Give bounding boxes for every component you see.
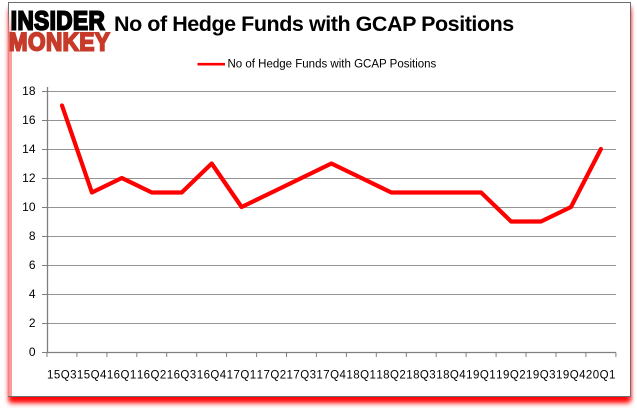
svg-text:0: 0 bbox=[29, 345, 36, 359]
svg-text:15Q4: 15Q4 bbox=[77, 370, 107, 382]
svg-text:16: 16 bbox=[22, 113, 36, 127]
svg-text:MONKEY: MONKEY bbox=[9, 28, 110, 57]
svg-text:15Q3: 15Q3 bbox=[47, 370, 77, 382]
svg-text:No of Hedge Funds with GCAP Po: No of Hedge Funds with GCAP Positions bbox=[114, 12, 514, 36]
svg-text:17Q3: 17Q3 bbox=[287, 370, 317, 382]
svg-text:20Q1: 20Q1 bbox=[586, 370, 616, 382]
svg-text:17Q1: 17Q1 bbox=[227, 370, 257, 382]
svg-text:6: 6 bbox=[29, 258, 36, 272]
svg-text:19Q1: 19Q1 bbox=[466, 370, 496, 382]
svg-text:18Q4: 18Q4 bbox=[436, 370, 466, 382]
svg-text:12: 12 bbox=[22, 171, 36, 185]
svg-text:17Q4: 17Q4 bbox=[316, 370, 346, 382]
svg-text:19Q3: 19Q3 bbox=[526, 370, 556, 382]
svg-text:No of Hedge Funds with GCAP Po: No of Hedge Funds with GCAP Positions bbox=[228, 59, 437, 71]
svg-text:8: 8 bbox=[29, 229, 36, 243]
svg-text:16Q2: 16Q2 bbox=[137, 370, 167, 382]
svg-text:17Q2: 17Q2 bbox=[257, 370, 287, 382]
svg-text:16Q3: 16Q3 bbox=[167, 370, 197, 382]
svg-text:18: 18 bbox=[22, 84, 36, 98]
svg-text:18Q2: 18Q2 bbox=[376, 370, 406, 382]
svg-text:18Q3: 18Q3 bbox=[406, 370, 436, 382]
svg-text:10: 10 bbox=[22, 200, 36, 214]
svg-text:16Q4: 16Q4 bbox=[197, 370, 227, 382]
svg-text:4: 4 bbox=[29, 287, 36, 301]
svg-text:18Q1: 18Q1 bbox=[346, 370, 376, 382]
svg-text:14: 14 bbox=[22, 142, 36, 156]
svg-text:19Q2: 19Q2 bbox=[496, 370, 526, 382]
svg-text:16Q1: 16Q1 bbox=[107, 370, 137, 382]
svg-text:INSIDER: INSIDER bbox=[11, 7, 105, 36]
svg-text:19Q4: 19Q4 bbox=[556, 370, 586, 382]
svg-text:2: 2 bbox=[29, 316, 36, 330]
